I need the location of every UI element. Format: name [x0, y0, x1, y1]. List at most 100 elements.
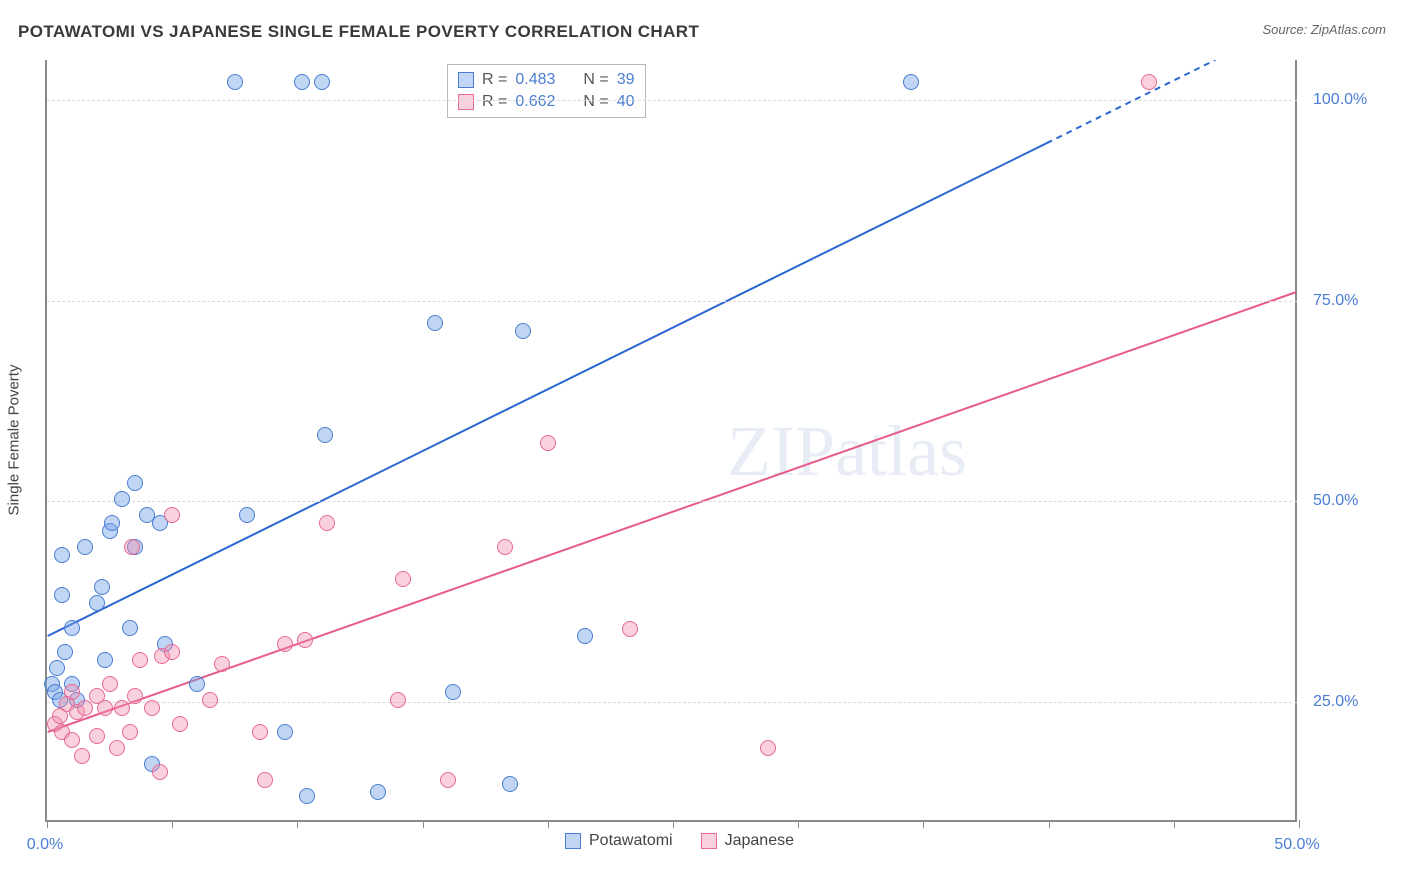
data-point: [94, 579, 110, 595]
data-point: [202, 692, 218, 708]
x-tick: [1049, 820, 1050, 828]
data-point: [299, 788, 315, 804]
legend-swatch: [701, 833, 717, 849]
trend-line: [48, 292, 1297, 732]
x-tick-label: 0.0%: [27, 836, 63, 854]
x-tick: [1174, 820, 1175, 828]
data-point: [144, 700, 160, 716]
data-point: [124, 539, 140, 555]
x-tick: [297, 820, 298, 828]
data-point: [252, 724, 268, 740]
legend-item: Potawatomi: [565, 832, 673, 850]
data-point: [227, 74, 243, 90]
y-tick-label: 25.0%: [1313, 693, 1358, 711]
data-point: [77, 539, 93, 555]
x-tick: [423, 820, 424, 828]
data-point: [214, 656, 230, 672]
data-point: [74, 748, 90, 764]
data-point: [903, 74, 919, 90]
data-point: [317, 427, 333, 443]
data-point: [64, 732, 80, 748]
y-tick-label: 100.0%: [1313, 91, 1367, 109]
x-tick: [673, 820, 674, 828]
plot-area: ZIPatlas R =0.483N =39R =0.662N =40 25.0…: [45, 60, 1297, 822]
legend-r-label: R =: [482, 69, 507, 91]
x-tick: [548, 820, 549, 828]
data-point: [89, 595, 105, 611]
y-tick-label: 50.0%: [1313, 492, 1358, 510]
data-point: [104, 515, 120, 531]
x-tick: [923, 820, 924, 828]
data-point: [132, 652, 148, 668]
data-point: [172, 716, 188, 732]
legend-stats: R = 0.483 N = 39R = 0.662 N = 40: [447, 64, 646, 118]
x-tick: [798, 820, 799, 828]
data-point: [122, 620, 138, 636]
x-tick: [1299, 820, 1300, 828]
legend-swatch: [458, 94, 474, 110]
data-point: [297, 632, 313, 648]
legend-stats-row: R = 0.662 N = 40: [458, 91, 635, 113]
gridline: [47, 100, 1297, 101]
gridline: [47, 301, 1297, 302]
legend-n-value: 39: [617, 69, 635, 91]
data-point: [97, 700, 113, 716]
trend-line-dashed: [1047, 60, 1216, 143]
data-point: [277, 636, 293, 652]
y-axis-title: Single Female Poverty: [6, 365, 23, 516]
data-point: [164, 644, 180, 660]
data-point: [102, 676, 118, 692]
x-tick: [172, 820, 173, 828]
legend-item: Japanese: [701, 832, 794, 850]
data-point: [427, 315, 443, 331]
data-point: [622, 621, 638, 637]
gridline: [47, 501, 1297, 502]
data-point: [395, 571, 411, 587]
legend-r-value: 0.662: [515, 91, 555, 113]
data-point: [64, 684, 80, 700]
source-label: Source: ZipAtlas.com: [1262, 22, 1386, 37]
data-point: [497, 539, 513, 555]
data-point: [257, 772, 273, 788]
watermark: ZIPatlas: [727, 410, 967, 493]
legend-swatch: [565, 833, 581, 849]
legend-r-value: 0.483: [515, 69, 555, 91]
legend-series: Potawatomi Japanese: [565, 832, 794, 850]
data-point: [109, 740, 125, 756]
data-point: [577, 628, 593, 644]
data-point: [502, 776, 518, 792]
data-point: [390, 692, 406, 708]
data-point: [64, 620, 80, 636]
data-point: [122, 724, 138, 740]
data-point: [114, 491, 130, 507]
legend-item-label: Japanese: [725, 832, 794, 850]
chart-title: POTAWATOMI VS JAPANESE SINGLE FEMALE POV…: [18, 22, 699, 42]
data-point: [127, 475, 143, 491]
data-point: [54, 547, 70, 563]
data-point: [164, 507, 180, 523]
data-point: [760, 740, 776, 756]
gridline: [47, 702, 1297, 703]
y-tick-label: 75.0%: [1313, 292, 1358, 310]
x-tick: [47, 820, 48, 828]
data-point: [97, 652, 113, 668]
legend-r-label: R =: [482, 91, 507, 113]
legend-n-label: N =: [583, 91, 608, 113]
legend-swatch: [458, 72, 474, 88]
x-tick-label: 50.0%: [1274, 836, 1319, 854]
data-point: [445, 684, 461, 700]
data-point: [370, 784, 386, 800]
data-point: [319, 515, 335, 531]
data-point: [1141, 74, 1157, 90]
data-point: [49, 660, 65, 676]
legend-n-value: 40: [617, 91, 635, 113]
data-point: [189, 676, 205, 692]
data-point: [54, 587, 70, 603]
data-point: [114, 700, 130, 716]
legend-stats-row: R =0.483N =39: [458, 69, 635, 91]
data-point: [294, 74, 310, 90]
data-point: [277, 724, 293, 740]
data-point: [57, 644, 73, 660]
data-point: [89, 728, 105, 744]
data-point: [239, 507, 255, 523]
